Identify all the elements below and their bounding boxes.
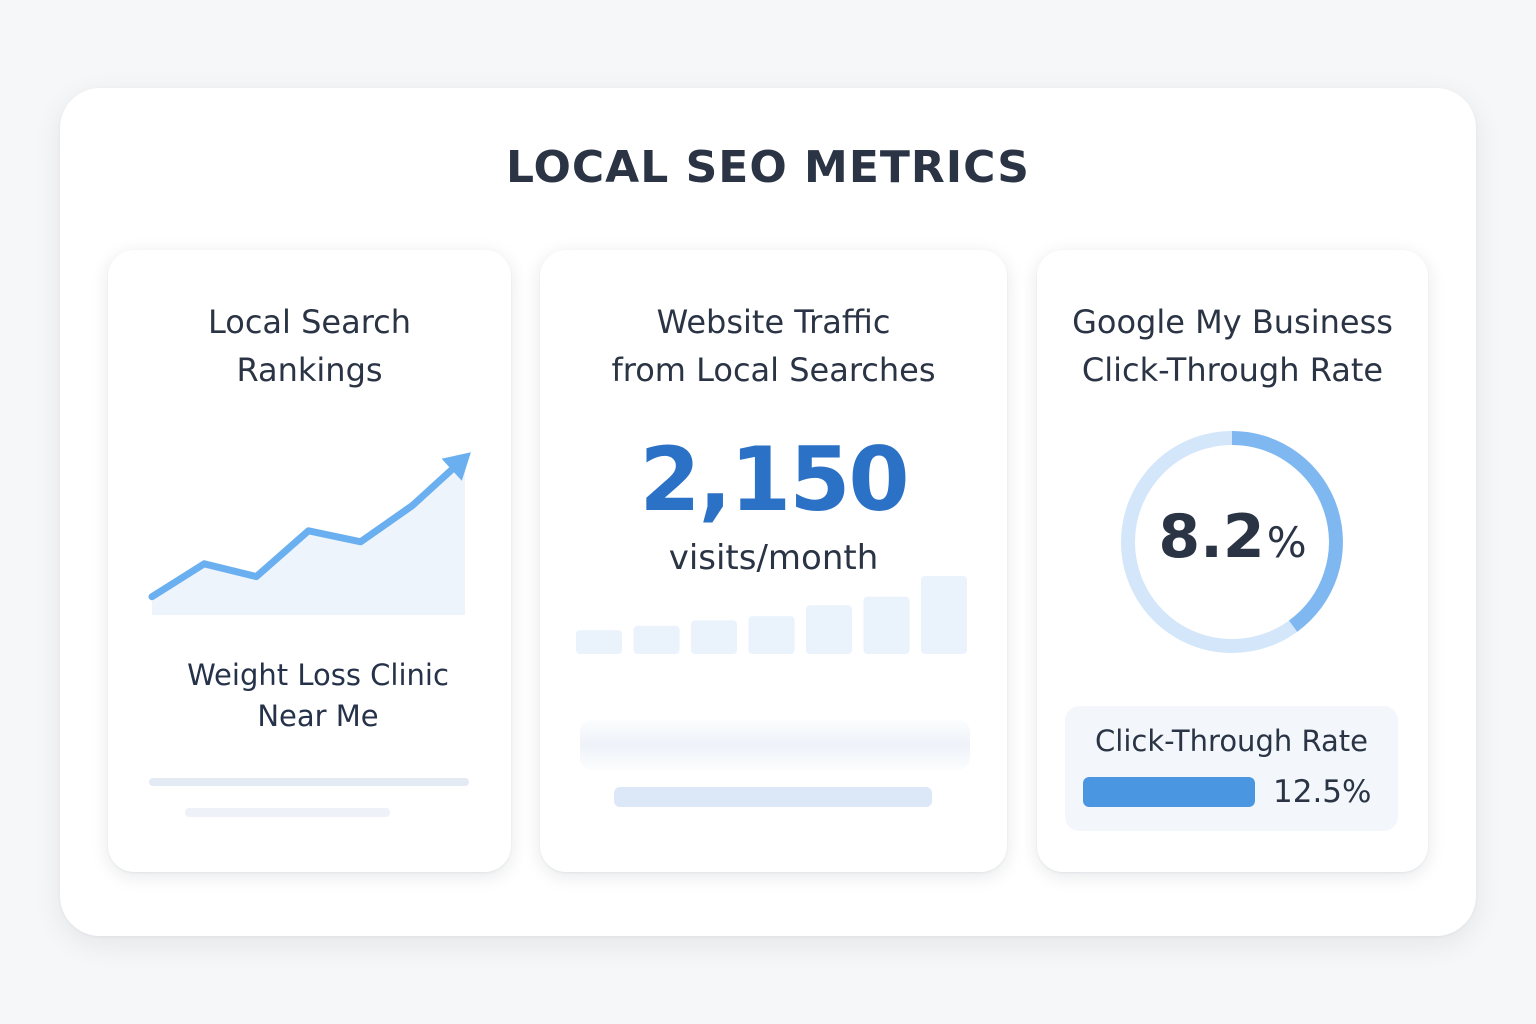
traffic-card: Website Traffic from Local Searches 2,15… [540,250,1007,872]
ctr-value: 12.5% [1273,774,1372,810]
traffic-bar [806,605,852,655]
gmb-card-title: Google My Business Click-Through Rate [1037,298,1428,394]
ranking-keyword: Weight Loss Clinic Near Me [108,655,528,737]
gmb-title-line-1: Google My Business [1072,303,1393,341]
traffic-bar [863,596,910,654]
ctr-label: Click-Through Rate [1095,724,1368,758]
rankings-trend-chart [148,452,471,615]
gmb-card: Google My Business Click-Through Rate 8.… [1037,250,1428,872]
rankings-title-line-1: Local Search [207,303,412,341]
ctr-donut-chart [1121,431,1343,653]
rankings-card-title: Local Search Rankings [108,298,511,394]
donut-number: 8.2 [1158,502,1265,572]
ctr-progress-fill [1083,777,1255,807]
placeholder-line [185,808,390,817]
traffic-title-line-1: Website Traffic [656,303,891,341]
gmb-title-line-2: Click-Through Rate [1081,351,1384,389]
donut-arc [1231,431,1343,632]
traffic-bar [921,576,967,654]
ctr-summary-box: Click-Through Rate 12.5% [1065,706,1398,831]
traffic-bar [691,620,737,654]
traffic-bar [748,616,795,654]
traffic-card-title: Website Traffic from Local Searches [540,298,1007,394]
rankings-card: Local Search Rankings Weight Loss Clinic… [108,250,511,872]
placeholder-bar [614,787,932,807]
placeholder-line [149,778,469,786]
traffic-bar [576,630,622,654]
traffic-bar-chart [576,576,967,655]
traffic-unit: visits/month [668,538,879,578]
ranking-keyword-line-2: Near Me [257,699,379,733]
traffic-bar [633,625,680,654]
placeholder-block [580,720,970,770]
page-title: LOCAL SEO METRICS [506,142,1030,193]
donut-percent-sign: % [1266,518,1307,567]
trend-area [152,457,465,615]
donut-value: 8.2% [1037,502,1428,572]
traffic-value: 2,150 [639,428,909,531]
up-arrow-icon [441,452,471,481]
ranking-keyword-line-1: Weight Loss Clinic [187,658,449,692]
traffic-title-line-2: from Local Searches [611,351,936,389]
ctr-progress-bar [1083,777,1255,807]
rankings-title-line-2: Rankings [236,351,383,389]
